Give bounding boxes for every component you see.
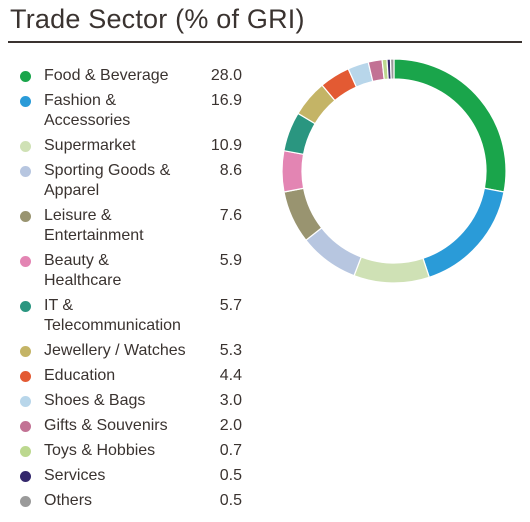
legend-label: Leisure & Entertainment	[20, 206, 204, 246]
legend-label-line: Leisure &	[44, 207, 112, 224]
legend-item-it-telecommunication: IT & Telecommunication 5.7	[20, 296, 242, 336]
legend-label: Beauty & Healthcare	[20, 251, 204, 291]
legend-label: Shoes & Bags	[20, 391, 204, 411]
legend-label-line: Food & Beverage	[44, 67, 169, 84]
legend-swatch	[20, 96, 31, 107]
legend-value: 5.3	[219, 342, 242, 359]
legend-label-line: Others	[44, 492, 93, 509]
legend-label: Food & Beverage	[20, 66, 204, 86]
legend-label-line: Toys & Hobbies	[44, 442, 156, 459]
legend-value: 5.7	[219, 297, 242, 314]
legend-label-line: Beauty &	[44, 252, 109, 269]
legend-swatch	[20, 346, 31, 357]
legend-item-gifts-souvenirs: Gifts & Souvenirs 2.0	[20, 416, 242, 436]
legend-label: Services	[20, 466, 204, 486]
legend-label-line: Accessories	[44, 112, 131, 129]
legend-item-fashion-accessories: Fashion & Accessories 16.9	[20, 91, 242, 131]
legend-swatch	[20, 166, 31, 177]
legend-swatch	[20, 256, 31, 267]
legend-label-line: Supermarket	[44, 137, 136, 154]
legend-label-line: Services	[44, 467, 106, 484]
title-divider	[8, 41, 522, 43]
legend-value: 10.9	[210, 137, 242, 154]
legend-item-beauty-healthcare: Beauty & Healthcare 5.9	[20, 251, 242, 291]
legend-label: Education	[20, 366, 204, 386]
legend-label-line: Education	[44, 367, 116, 384]
legend-value: 2.0	[219, 417, 242, 434]
legend-value: 8.6	[219, 162, 242, 179]
legend-swatch	[20, 301, 31, 312]
legend-value: 28.0	[210, 67, 242, 84]
donut-slice-beauty-healthcare	[281, 150, 305, 193]
legend-item-supermarket: Supermarket 10.9	[20, 136, 242, 156]
legend-label: Others	[20, 491, 204, 511]
legend-label-line: Entertainment	[44, 227, 144, 244]
legend-label-line: Jewellery / Watches	[44, 342, 186, 359]
legend-value: 0.5	[219, 467, 242, 484]
donut-slice-supermarket	[353, 256, 431, 284]
legend-label-line: Sporting Goods &	[44, 162, 171, 179]
legend-item-education: Education 4.4	[20, 366, 242, 386]
legend-swatch	[20, 396, 31, 407]
chart-legend: Food & Beverage 28.0 Fashion & Accessories 1…	[20, 66, 242, 516]
legend-item-leisure-entertainment: Leisure & Entertainment 7.6	[20, 206, 242, 246]
legend-value: 3.0	[219, 392, 242, 409]
legend-swatch	[20, 471, 31, 482]
legend-label-line: Shoes & Bags	[44, 392, 146, 409]
legend-label-line: Healthcare	[44, 272, 122, 289]
legend-label: Sporting Goods & Apparel	[20, 161, 204, 201]
legend-label-line: Telecommunication	[44, 317, 181, 334]
legend-label-line: Gifts & Souvenirs	[44, 417, 168, 434]
legend-item-shoes-bags: Shoes & Bags 3.0	[20, 391, 242, 411]
donut-slice-fashion-accessories	[422, 187, 505, 279]
legend-item-food-beverage: Food & Beverage 28.0	[20, 66, 242, 86]
donut-slice-sporting-goods-apparel	[305, 227, 362, 277]
legend-item-toys-hobbies: Toys & Hobbies 0.7	[20, 441, 242, 461]
legend-swatch	[20, 421, 31, 432]
legend-value: 4.4	[219, 367, 242, 384]
legend-swatch	[20, 71, 31, 82]
legend-label-line: Fashion &	[44, 92, 117, 109]
page-title: Trade Sector (% of GRI)	[10, 4, 305, 34]
donut-slice-others	[389, 58, 395, 80]
legend-label: Supermarket	[20, 136, 204, 156]
legend-swatch	[20, 211, 31, 222]
legend-swatch	[20, 496, 31, 507]
legend-item-others: Others 0.5	[20, 491, 242, 511]
legend-label: Gifts & Souvenirs	[20, 416, 204, 436]
legend-swatch	[20, 371, 31, 382]
legend-label-line: IT &	[44, 297, 74, 314]
legend-label: IT & Telecommunication	[20, 296, 204, 336]
donut-chart	[281, 58, 507, 284]
legend-value: 0.7	[219, 442, 242, 459]
legend-label: Fashion & Accessories	[20, 91, 204, 131]
legend-label-line: Apparel	[44, 182, 100, 199]
legend-value: 7.6	[219, 207, 242, 224]
legend-swatch	[20, 141, 31, 152]
legend-item-services: Services 0.5	[20, 466, 242, 486]
legend-swatch	[20, 446, 31, 457]
legend-item-jewellery-watches: Jewellery / Watches 5.3	[20, 341, 242, 361]
legend-label: Toys & Hobbies	[20, 441, 204, 461]
legend-label: Jewellery / Watches	[20, 341, 204, 361]
legend-value: 5.9	[219, 252, 242, 269]
donut-slice-leisure-entertainment	[283, 187, 323, 242]
legend-item-sporting-goods-apparel: Sporting Goods & Apparel 8.6	[20, 161, 242, 201]
legend-value: 16.9	[210, 92, 242, 109]
legend-value: 0.5	[219, 492, 242, 509]
donut-slice-food-beverage	[393, 58, 507, 193]
